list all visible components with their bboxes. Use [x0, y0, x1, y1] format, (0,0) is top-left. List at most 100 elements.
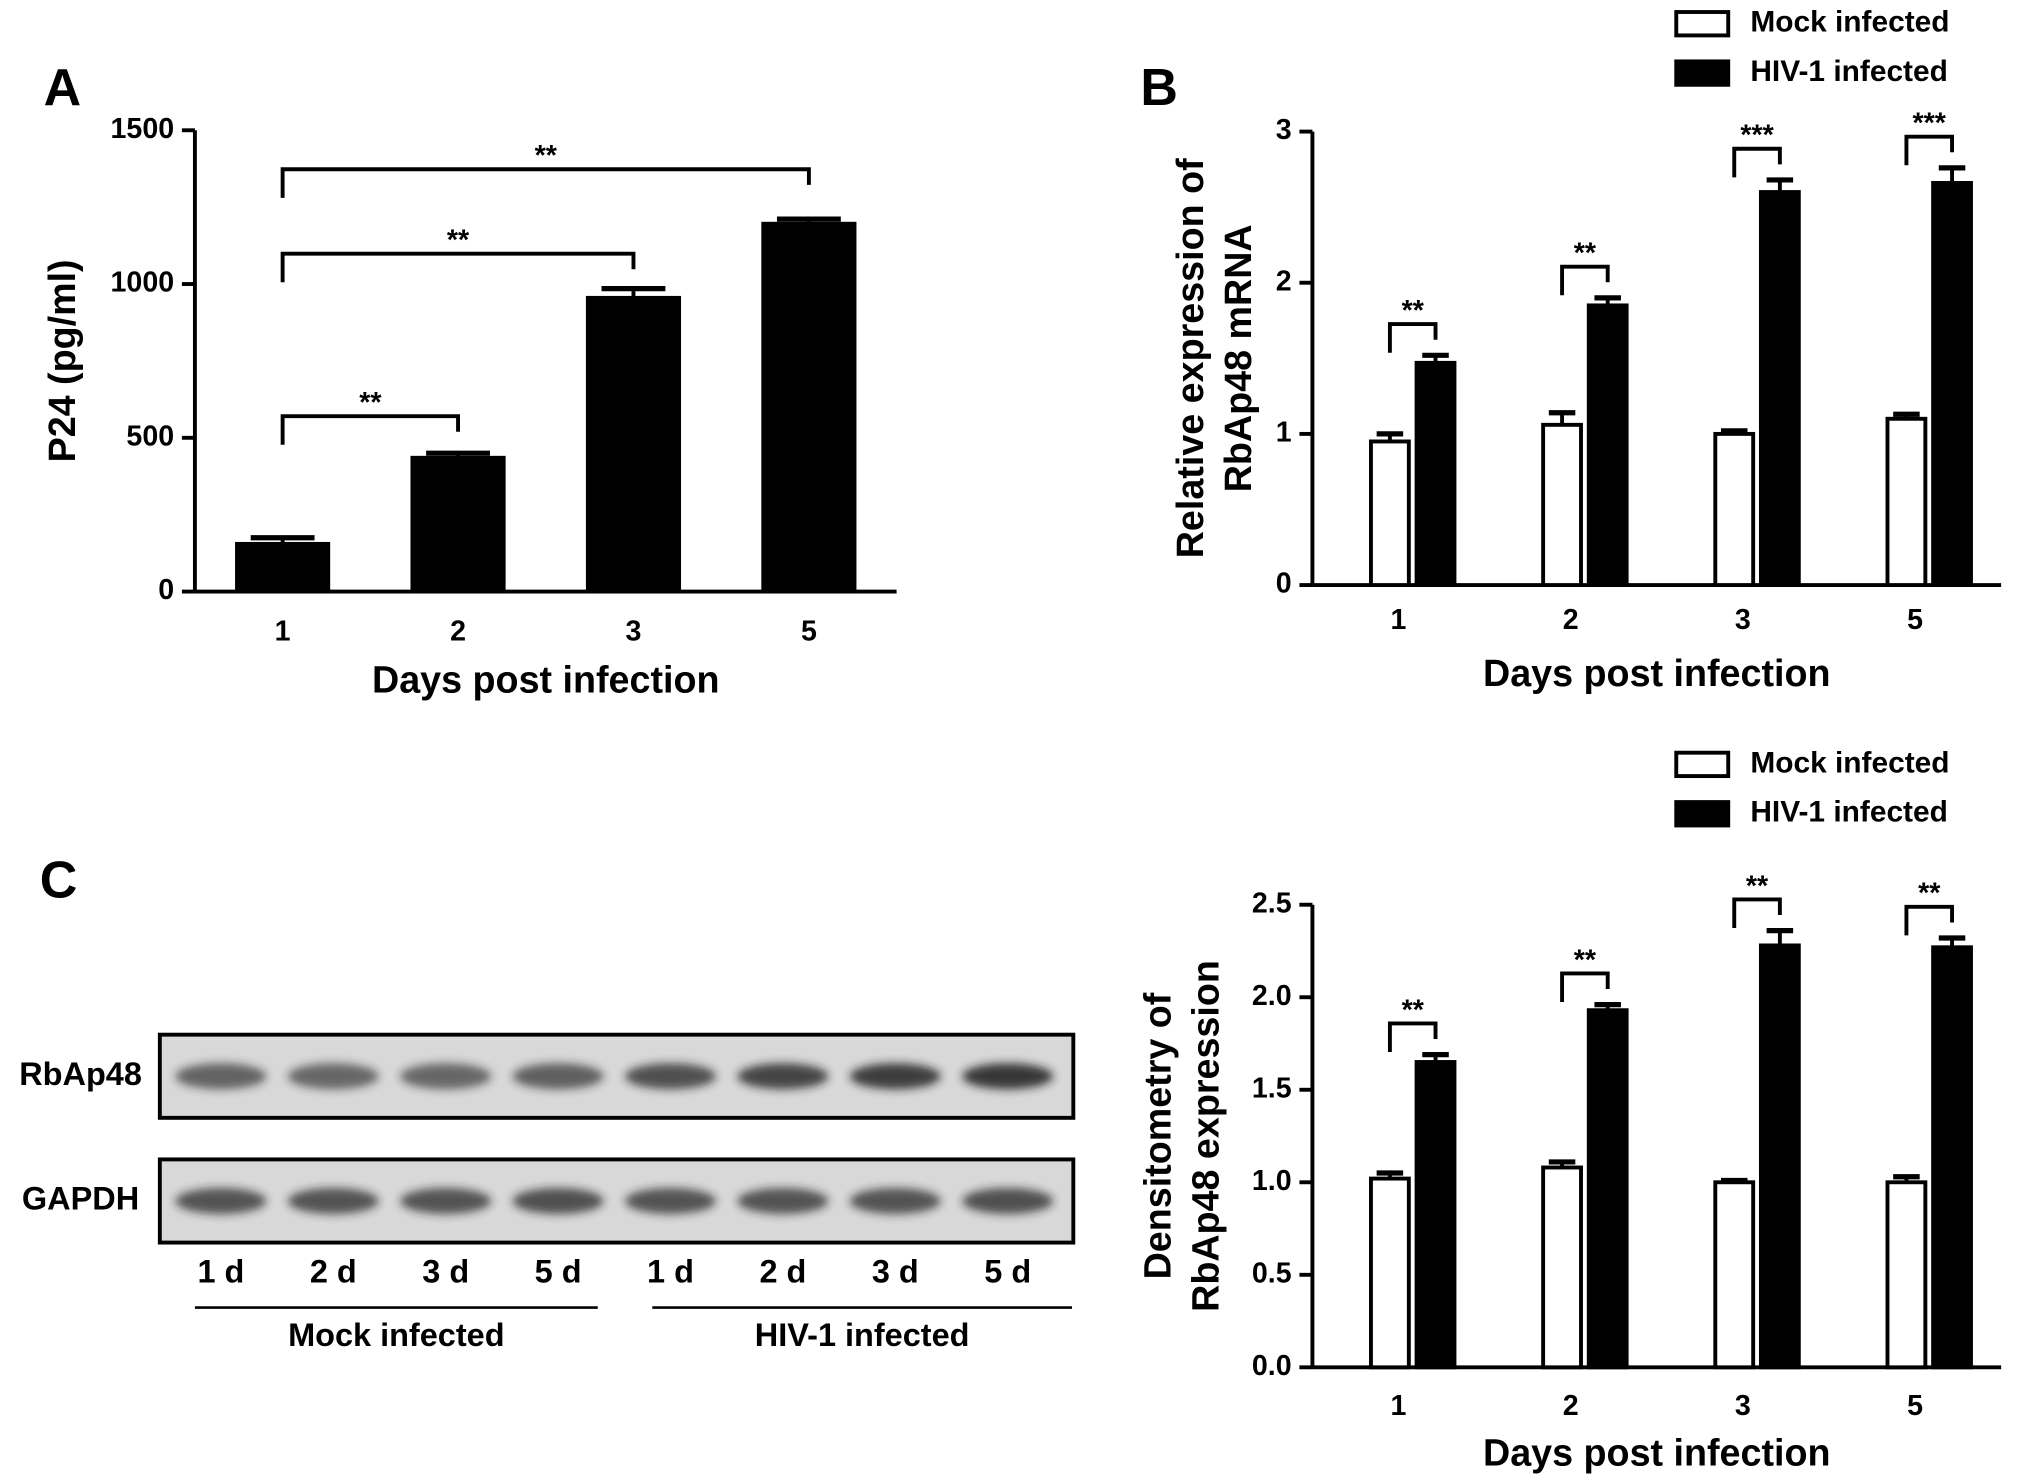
x-axis-label: Days post infection	[372, 658, 719, 700]
bar	[1713, 1180, 1756, 1370]
x-tick-label: 3	[1735, 1390, 1751, 1422]
significance-label: **	[1402, 295, 1425, 327]
x-axis-label: Days post infection	[1483, 652, 1830, 694]
lane-label: 3 d	[872, 1253, 919, 1289]
legend-swatch	[1674, 750, 1731, 779]
significance-bracket	[1560, 971, 1610, 1003]
bar	[1586, 303, 1629, 588]
x-tick-label: 5	[1907, 604, 1923, 636]
blot-band	[625, 1063, 716, 1090]
lane-label: 5 d	[984, 1253, 1031, 1289]
significance-bracket	[1387, 322, 1438, 353]
panel-label: A	[44, 59, 82, 117]
legend-label: Mock infected	[1750, 6, 1949, 39]
blot-band	[175, 1063, 267, 1090]
significance-label: **	[1918, 878, 1941, 910]
significance-label: **	[447, 225, 470, 257]
significance-label: **	[1746, 870, 1769, 902]
significance-bracket	[1387, 1021, 1438, 1053]
blot-band	[400, 1188, 492, 1214]
legend-label: Mock infected	[1750, 746, 1949, 779]
x-axis-label: Days post infection	[1483, 1432, 1830, 1474]
panel-label: C	[40, 852, 78, 910]
significance-label: ***	[1740, 120, 1774, 152]
y-tick-label: 0	[158, 574, 174, 606]
lane-label: 3 d	[422, 1253, 469, 1289]
y-tick-label: 1000	[111, 267, 175, 299]
panel-label: B	[1140, 59, 1178, 117]
x-tick-label: 2	[1563, 604, 1579, 636]
x-tick-label: 2	[450, 616, 466, 648]
blot-band	[625, 1188, 716, 1214]
lane-label: 1 d	[197, 1253, 244, 1289]
bar	[1931, 945, 1973, 1370]
blot-row-label: GAPDH	[22, 1181, 139, 1217]
y-tick-label: 2.0	[1252, 980, 1292, 1012]
blot-band	[962, 1063, 1054, 1090]
legend-label: HIV-1 infected	[1750, 796, 1948, 829]
bar	[1758, 190, 1801, 588]
x-tick-label: 5	[801, 616, 817, 648]
y-tick-label: 1	[1276, 416, 1292, 448]
bar	[1586, 1008, 1629, 1370]
bar	[1713, 431, 1756, 588]
bar	[761, 221, 857, 594]
y-tick-label: 2.5	[1252, 887, 1292, 919]
significance-label: **	[1574, 238, 1597, 270]
lane-label: 1 d	[647, 1253, 694, 1289]
bar	[1414, 1060, 1457, 1370]
x-tick-label: 2	[1563, 1390, 1579, 1422]
bar	[1885, 416, 1928, 588]
blot-band	[962, 1188, 1054, 1214]
x-tick-label: 1	[1391, 604, 1407, 636]
legend-label: HIV-1 infected	[1750, 55, 1948, 88]
y-axis-label: Densitometry of	[1136, 992, 1178, 1279]
group-label: HIV-1 infected	[755, 1317, 970, 1353]
bar	[410, 455, 506, 594]
x-tick-label: 3	[626, 616, 642, 648]
y-tick-label: 500	[126, 420, 174, 452]
significance-bracket	[1904, 904, 1954, 936]
y-tick-label: 1.5	[1252, 1072, 1292, 1104]
legend-swatch	[1674, 59, 1731, 87]
lane-label: 5 d	[535, 1253, 582, 1289]
x-tick-label: 1	[1391, 1390, 1407, 1422]
significance-bracket	[1904, 134, 1954, 166]
y-tick-label: 0.0	[1252, 1350, 1292, 1382]
legend-swatch	[1674, 10, 1731, 38]
bar	[585, 295, 682, 594]
blot-band	[287, 1188, 379, 1214]
bar	[1885, 1180, 1928, 1370]
bar	[1414, 360, 1457, 588]
y-axis-label: Relative expression of	[1169, 158, 1211, 558]
significance-bracket	[1732, 146, 1782, 178]
lane-label: 2 d	[759, 1253, 806, 1289]
bar	[1541, 422, 1583, 588]
bar	[1931, 181, 1973, 588]
y-tick-label: 1.0	[1252, 1165, 1292, 1197]
blot-band	[400, 1063, 492, 1090]
y-axis-label: RbAp48 expression	[1184, 960, 1226, 1312]
bar	[1369, 1176, 1411, 1370]
lane-label: 2 d	[310, 1253, 357, 1289]
significance-label: **	[535, 140, 558, 172]
significance-bracket	[280, 251, 636, 283]
blot-band	[849, 1063, 941, 1090]
y-axis-label: RbAp48 mRNA	[1217, 224, 1259, 492]
y-tick-label: 1500	[111, 113, 175, 145]
blot-band	[512, 1063, 604, 1090]
blot-row-label: RbAp48	[19, 1056, 142, 1092]
y-tick-label: 2	[1276, 265, 1292, 297]
bar	[1541, 1165, 1583, 1370]
x-tick-label: 5	[1907, 1390, 1923, 1422]
group-label: Mock infected	[288, 1317, 505, 1353]
significance-bracket	[280, 414, 460, 445]
significance-bracket	[1732, 897, 1782, 929]
y-tick-label: 0	[1276, 568, 1292, 600]
blot-band	[737, 1063, 829, 1090]
blot-band	[512, 1188, 604, 1214]
significance-label: **	[359, 387, 382, 419]
significance-label: **	[1574, 944, 1597, 976]
